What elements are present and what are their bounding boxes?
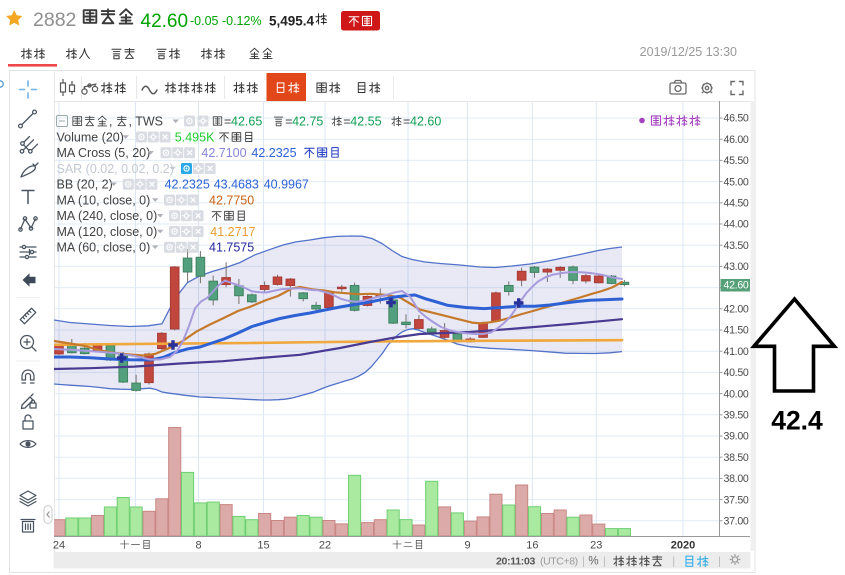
- svg-text:41.50: 41.50: [724, 325, 749, 337]
- svg-text:42.4: 42.4: [771, 406, 823, 436]
- svg-text:39.00: 39.00: [724, 431, 749, 443]
- svg-text:45.50: 45.50: [724, 155, 749, 167]
- svg-text:43.50: 43.50: [724, 240, 749, 252]
- svg-text:Volume (20): Volume (20): [57, 130, 124, 144]
- svg-text:41.00: 41.00: [724, 346, 749, 358]
- svg-text:%: %: [588, 556, 598, 568]
- svg-text:MA (120, close, 0): MA (120, close, 0): [57, 225, 158, 239]
- svg-text:23: 23: [590, 540, 602, 552]
- svg-text:16: 16: [526, 540, 538, 552]
- svg-text:38.00: 38.00: [724, 473, 749, 485]
- svg-text:42.7100: 42.7100: [201, 146, 246, 160]
- svg-text:5.495K: 5.495K: [175, 130, 215, 144]
- svg-text:40.50: 40.50: [724, 367, 749, 379]
- svg-text:=: =: [403, 115, 410, 129]
- svg-text:5,495.4: 5,495.4: [269, 14, 315, 29]
- svg-text:9: 9: [464, 540, 470, 552]
- svg-text:, TWS: , TWS: [129, 115, 164, 129]
- svg-text:40.9967: 40.9967: [264, 178, 309, 192]
- svg-text:44.50: 44.50: [724, 198, 749, 210]
- svg-text:37.00: 37.00: [724, 516, 749, 528]
- svg-text:22: 22: [319, 540, 331, 552]
- svg-text:SAR (0.02, 0.02, 0.2): SAR (0.02, 0.02, 0.2): [57, 162, 174, 176]
- svg-text:|: |: [603, 556, 606, 568]
- svg-text:2019/12/25 13:30: 2019/12/25 13:30: [640, 45, 737, 59]
- svg-text:20:11:03: 20:11:03: [496, 556, 536, 568]
- svg-text:42.60: 42.60: [410, 115, 441, 129]
- svg-text:2882: 2882: [33, 9, 76, 31]
- svg-text:42.60: 42.60: [724, 280, 749, 292]
- svg-text:|: |: [582, 556, 585, 568]
- svg-text:42.2325: 42.2325: [251, 146, 296, 160]
- svg-text:|: |: [672, 556, 675, 568]
- svg-text:MA Cross (5, 20): MA Cross (5, 20): [57, 146, 151, 160]
- svg-text:42.55: 42.55: [350, 115, 381, 129]
- svg-text:45.00: 45.00: [724, 176, 749, 188]
- svg-text:24: 24: [53, 540, 65, 552]
- svg-text:46.50: 46.50: [724, 113, 749, 125]
- svg-text:=: =: [285, 115, 292, 129]
- svg-text:44.00: 44.00: [724, 219, 749, 231]
- svg-text:39.50: 39.50: [724, 410, 749, 422]
- svg-text:(UTC+8): (UTC+8): [540, 556, 578, 568]
- svg-text:46.00: 46.00: [724, 134, 749, 146]
- svg-text:37.50: 37.50: [724, 494, 749, 506]
- svg-text:MA (10, close, 0): MA (10, close, 0): [57, 193, 151, 207]
- svg-text:41.7575: 41.7575: [209, 241, 254, 255]
- svg-text:43.4683: 43.4683: [214, 178, 259, 192]
- svg-text:42.00: 42.00: [724, 304, 749, 316]
- svg-text:38.50: 38.50: [724, 452, 749, 464]
- svg-text:MA (60, close, 0): MA (60, close, 0): [57, 241, 151, 255]
- svg-text:8: 8: [195, 540, 201, 552]
- svg-text:42.7750: 42.7750: [209, 193, 254, 207]
- svg-text:43.00: 43.00: [724, 261, 749, 273]
- svg-text:,: ,: [109, 115, 112, 129]
- svg-text:41.2717: 41.2717: [210, 225, 255, 239]
- svg-text:15: 15: [257, 540, 269, 552]
- svg-text:|: |: [718, 556, 721, 568]
- svg-text:=: =: [343, 115, 350, 129]
- svg-text:BB (20, 2): BB (20, 2): [57, 178, 113, 192]
- svg-text:-0.05 -0.12%: -0.05 -0.12%: [190, 14, 262, 28]
- svg-text:40.00: 40.00: [724, 388, 749, 400]
- svg-text:42.60: 42.60: [141, 11, 189, 32]
- svg-text:=: =: [224, 115, 231, 129]
- svg-text:42.65: 42.65: [231, 115, 262, 129]
- svg-text:2020: 2020: [671, 540, 695, 552]
- svg-text:42.2325: 42.2325: [165, 178, 210, 192]
- svg-text:MA (240, close, 0): MA (240, close, 0): [57, 209, 158, 223]
- svg-text:42.75: 42.75: [292, 115, 323, 129]
